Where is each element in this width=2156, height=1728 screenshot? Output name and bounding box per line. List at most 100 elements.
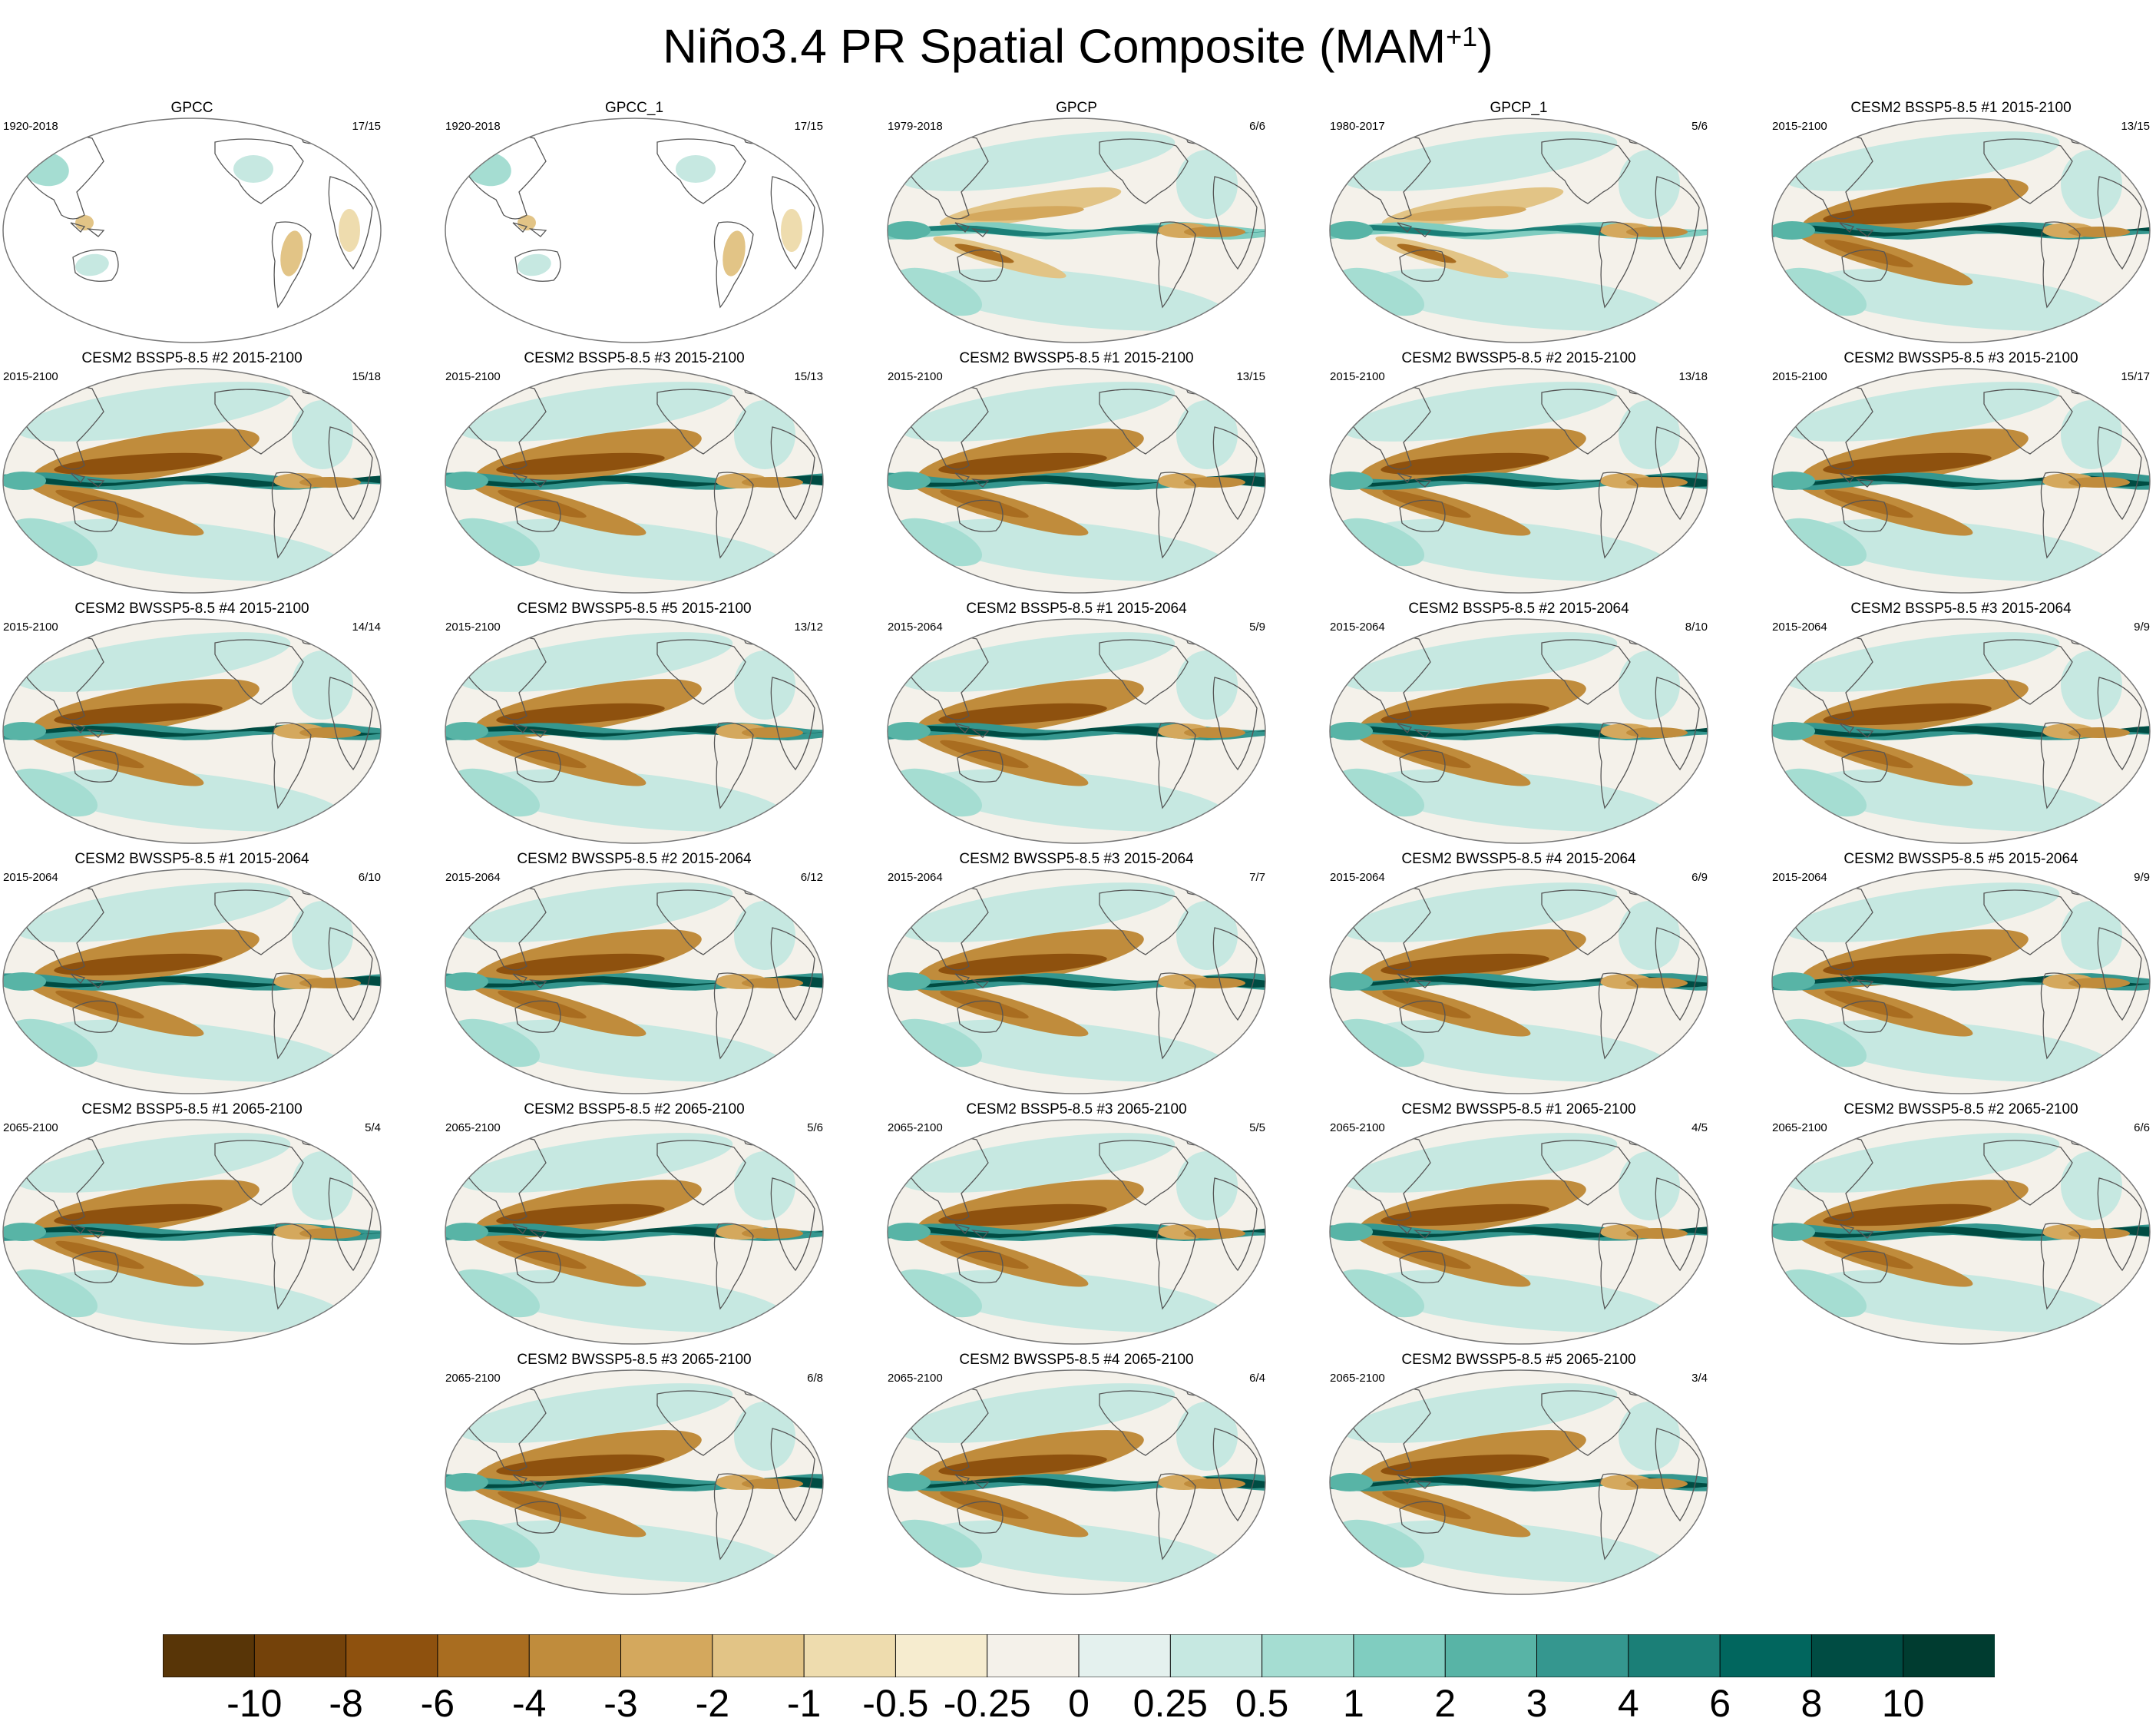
anomaly-dry-core [496,703,665,726]
map-outline [1771,618,2151,844]
map-outline [1771,869,2151,1094]
panel-period: 2015-2100 [445,370,501,383]
anomaly-wet [451,1519,541,1568]
anomaly-dry-core [54,1203,223,1226]
coastline [214,389,304,455]
map-outline [1329,118,1708,343]
map-panel: GPCC_1 1920-2018 17/15 [442,100,826,346]
coastline [770,1428,815,1522]
panel-period: 2065-2100 [1330,1121,1385,1134]
anomaly-dry-south-core [55,990,144,1019]
anomaly-dry-south-core [498,1240,587,1270]
anomaly-wet [9,768,98,817]
map-outline [2,368,382,594]
coastline [656,138,746,204]
anomaly-light-wet [1176,400,1238,469]
panel-period: 2015-2100 [3,370,58,383]
anomaly-wet [451,1269,541,1318]
panel-title: CESM2 BWSSP5-8.5 #5 2065-2100 [1401,1352,1636,1368]
panel-period: 2015-2100 [1330,370,1385,383]
figure-title: Niño3.4 PR Spatial Composite (MAM+1) [0,6,2156,78]
anomaly-dry-south-core [1824,990,1913,1019]
world-map [1771,869,2151,1094]
coastline [1397,1223,1413,1234]
panel-title: CESM2 BWSSP5-8.5 #4 2065-2100 [959,1352,1194,1368]
panel-period: 1980-2017 [1330,120,1385,133]
coastline [1598,972,1638,1060]
colorbar-tick-label: -1 [786,1682,822,1725]
world-map [887,869,1266,1094]
coastline [514,1000,561,1033]
panel-period: 1979-2018 [888,120,943,133]
panel-event-count: 17/15 [352,120,381,133]
coastline [1655,1428,1700,1522]
panel-title: CESM2 BWSSP5-8.5 #5 2015-2064 [1844,851,2078,867]
coastline [1099,1390,1189,1456]
coastline [957,1250,1004,1283]
anomaly-dry-core [938,703,1107,726]
anomaly-dry-atlantic [1626,978,1688,988]
anomaly-dry-atlantic [299,477,361,488]
coastline [1655,677,1700,771]
coastline [86,979,105,988]
map-panel: CESM2 BWSSP5-8.5 #5 2015-2100 2015-2100 13… [442,601,826,846]
anomaly-dry-core [1823,202,1992,225]
colorbar-tick-label: -2 [695,1682,730,1725]
anomaly-wet [1336,1269,1425,1318]
coastline [271,722,312,809]
anomaly-dry-atlantic [2068,227,2130,237]
coastline [1183,381,1208,395]
anomaly-light-wet [292,1151,353,1220]
coastline [214,138,304,204]
coastline [1598,221,1638,309]
anomaly-dry-south-core [1382,990,1471,1019]
panel-period: 2015-2064 [888,621,943,634]
anomaly-light-wet [16,1133,291,1193]
anomaly-dry-core [938,953,1107,976]
coastline [271,221,312,309]
anomaly-light-wet [2061,650,2122,720]
map-panel: CESM2 BWSSP5-8.5 #1 2015-2100 2015-2100 13… [885,350,1268,596]
coastline [1839,1223,1855,1234]
panel-period: 2015-2100 [3,621,58,634]
anomaly-light-wet [292,901,353,970]
coastline [72,499,119,532]
anomaly-light-wet [1785,632,2060,692]
anomaly-wet [1336,267,1425,316]
anomaly-wet-west [888,972,931,991]
coastline [528,1480,547,1489]
panel-event-count: 13/18 [1678,370,1708,383]
anomaly-dry-south-core [55,1240,144,1270]
panel-title: CESM2 BWSSP5-8.5 #1 2015-2064 [74,851,309,867]
coastline [2097,1177,2142,1272]
map-panel: CESM2 BSSP5-8.5 #3 2015-2100 2015-2100 15/… [442,350,826,596]
anomaly-light-wet [458,1383,733,1443]
anomaly-light-wet [1343,1133,1618,1193]
world-map [1771,618,2151,844]
coastline [1541,1390,1631,1456]
anomaly-light-wet [924,1270,1229,1332]
panel-title: CESM2 BWSSP5-8.5 #1 2065-2100 [1401,1101,1636,1117]
anomaly-light-wet [1619,1151,1680,1220]
panel-event-count: 15/18 [352,370,381,383]
anomaly-light-wet [16,632,291,692]
anomaly-wet-west [1330,1473,1373,1491]
coastline [713,972,754,1060]
anomaly-wet-west [888,1223,931,1241]
anomaly-dry-core [938,1203,1107,1226]
anomaly-wet-west [1330,221,1373,240]
anomaly-dry-atlantic [2068,477,2130,488]
anomaly-light-wet [292,650,353,720]
anomaly-light-wet [734,1151,795,1220]
land-anomaly-dry [781,209,802,252]
anomaly-light-wet [1366,1019,1672,1082]
panel-period: 2015-2064 [1772,871,1827,884]
map-outline [1329,869,1708,1094]
panel-event-count: 5/5 [1249,1121,1265,1134]
anomaly-dry-atlantic [299,978,361,988]
coastline [2040,972,2081,1060]
anomaly-light-wet [39,518,345,581]
coastline [514,499,561,532]
coastline [741,1132,766,1146]
world-map [1329,618,1708,844]
